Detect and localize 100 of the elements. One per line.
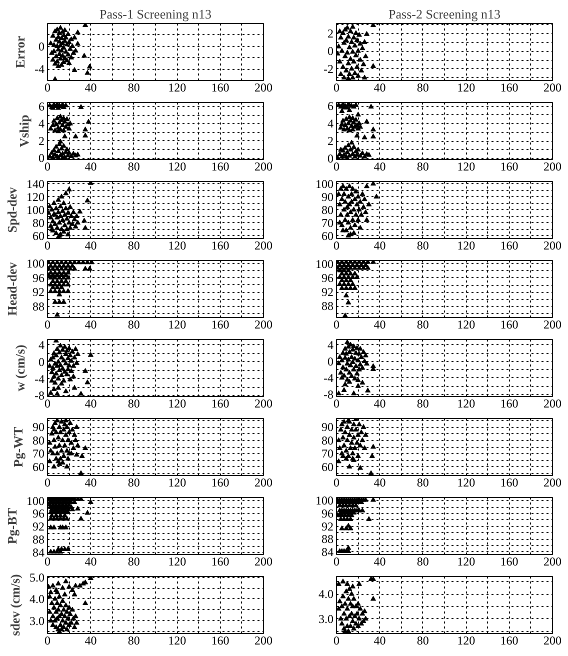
x-tick-label: 200 (254, 80, 272, 94)
y-tick-label: 100 (26, 494, 44, 508)
y-tick-label: -4 (34, 372, 45, 386)
x-tick-label: 40 (374, 318, 386, 332)
y-tick-label: 96 (322, 270, 334, 285)
x-tick-label: 200 (544, 396, 562, 410)
x-tick-label: 120 (168, 238, 186, 252)
chart-title: Pass-2 Screening n13 (388, 6, 500, 22)
y-tick-label: 88 (322, 532, 334, 546)
y-tick-label: 0 (38, 39, 44, 54)
x-tick-label: 80 (128, 554, 140, 568)
x-tick-label: 80 (128, 80, 140, 94)
y-tick-label: 4 (328, 338, 334, 352)
x-tick-label: 200 (544, 554, 562, 568)
x-tick-label: 40 (84, 476, 97, 490)
y-tick-label: 60 (32, 460, 44, 474)
x-tick-label: 40 (374, 554, 386, 568)
y-tick-label: 84 (322, 544, 334, 559)
x-tick-label: 160 (211, 396, 230, 410)
x-tick-label: 120 (457, 476, 476, 490)
y-tick-label: 5.0 (30, 570, 44, 584)
x-tick-label: 120 (457, 554, 476, 568)
x-tick-label: 80 (128, 476, 140, 490)
y-tick-label: 100 (26, 202, 44, 217)
y-tick-label: -4 (324, 370, 334, 385)
x-tick-label: 200 (544, 318, 562, 332)
y-tick-label: 70 (322, 216, 334, 230)
y-tick-label: 70 (322, 446, 334, 461)
y-tick-label: 60 (322, 228, 334, 243)
x-tick-label: 120 (168, 476, 186, 490)
x-tick-label: 200 (254, 476, 272, 490)
y-tick-label: 80 (32, 216, 44, 230)
x-tick-label: 120 (168, 396, 186, 410)
x-tick-label: 40 (84, 238, 97, 252)
y-tick-label: 140 (26, 176, 44, 191)
y-tick-label: 0 (328, 44, 334, 58)
x-tick-label: 120 (457, 318, 476, 332)
x-tick-label: 160 (211, 554, 230, 568)
y-tick-label: 96 (32, 506, 44, 521)
x-tick-label: 40 (84, 80, 97, 94)
x-tick-label: 200 (544, 634, 562, 648)
y-tick-label: 6 (328, 99, 334, 114)
y-tick-label: 88 (322, 299, 334, 314)
x-tick-label: 160 (500, 554, 518, 568)
y-tick-label: 2 (328, 26, 334, 40)
x-tick-label: 160 (500, 396, 518, 410)
y-tick-label: 92 (322, 519, 334, 534)
x-tick-label: 120 (168, 80, 186, 94)
y-tick-label: 3.0 (30, 614, 44, 628)
y-tick-label: -2 (324, 62, 334, 76)
x-tick-label: 40 (84, 160, 97, 174)
x-tick-label: 160 (211, 476, 230, 490)
y-axis-title: Vship (16, 114, 32, 148)
y-tick-label: 120 (26, 190, 44, 204)
y-tick-label: 96 (32, 270, 44, 285)
x-tick-label: 80 (416, 476, 429, 490)
x-tick-label: 200 (254, 554, 272, 568)
y-axis-title: Pg-WT (10, 426, 26, 468)
y-tick-label: 92 (32, 520, 44, 534)
y-tick-label: 100 (26, 256, 44, 271)
y-tick-label: 90 (322, 190, 334, 204)
y-axis-title: w (cm/s) (12, 344, 28, 392)
y-axis-title: Spd-dev (4, 186, 20, 233)
y-tick-label: 3.0 (318, 612, 334, 626)
x-tick-label: 200 (254, 634, 272, 648)
x-tick-label: 160 (500, 634, 518, 648)
x-tick-label: 40 (84, 396, 97, 410)
y-tick-label: 70 (32, 446, 44, 461)
y-tick-label: 4 (328, 116, 334, 131)
x-tick-label: 80 (416, 318, 429, 332)
y-tick-label: 92 (322, 285, 334, 300)
x-tick-label: 120 (457, 160, 476, 174)
y-axis-title: Pg-BT (4, 508, 20, 544)
x-tick-label: 160 (211, 160, 230, 174)
y-tick-label: 4 (38, 116, 44, 131)
y-tick-label: 90 (322, 420, 334, 434)
x-tick-label: 160 (211, 80, 230, 94)
y-tick-label: 0 (38, 354, 44, 369)
x-tick-label: 160 (500, 160, 518, 174)
x-tick-label: 200 (254, 396, 272, 410)
y-tick-label: 6 (38, 99, 44, 114)
x-tick-label: 160 (500, 238, 518, 252)
x-tick-label: 40 (374, 80, 386, 94)
x-tick-label: 120 (457, 634, 476, 648)
y-tick-label: 84 (32, 546, 44, 560)
x-tick-label: 40 (374, 238, 386, 252)
y-tick-label: 2 (328, 134, 334, 148)
x-tick-label: 120 (457, 80, 476, 94)
x-tick-label: 80 (128, 396, 140, 410)
x-tick-label: 80 (416, 396, 429, 410)
x-tick-label: 200 (544, 80, 562, 94)
x-tick-label: 200 (254, 318, 272, 332)
y-tick-label: -8 (34, 388, 45, 403)
x-tick-label: 80 (128, 160, 140, 174)
x-tick-label: 160 (211, 318, 230, 332)
x-tick-label: 120 (457, 238, 476, 252)
y-axis-title: Head-dev (4, 262, 20, 316)
x-tick-label: 80 (128, 634, 140, 648)
x-tick-label: 160 (211, 634, 230, 648)
x-tick-label: 40 (84, 634, 97, 648)
